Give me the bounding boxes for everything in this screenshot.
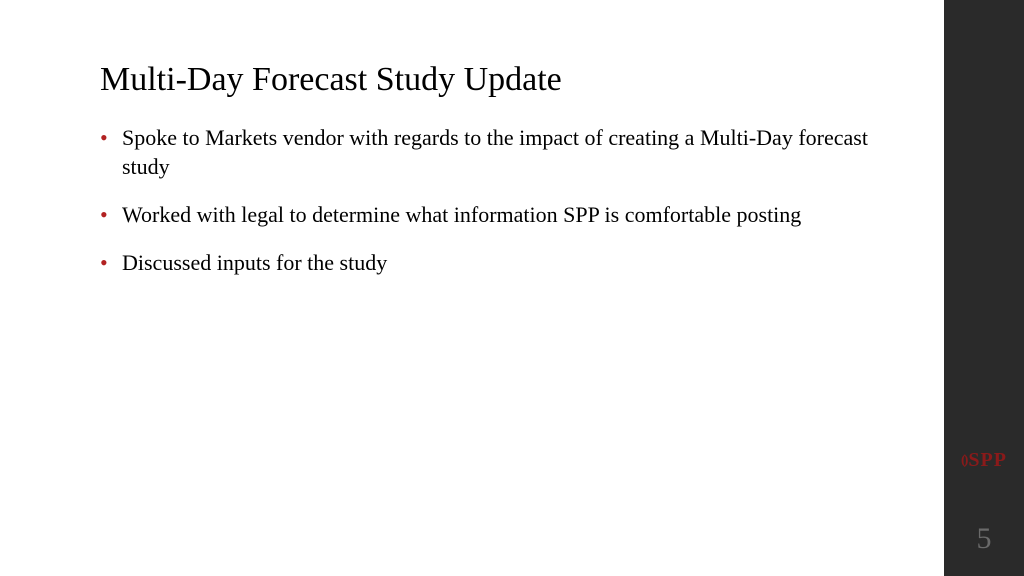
logo-mark-icon: () [961,453,966,469]
slide-title: Multi-Day Forecast Study Update [100,60,884,101]
slide-sidebar: () SPP 5 [944,0,1024,576]
logo: () SPP [961,449,1007,472]
list-item: Spoke to Markets vendor with regards to … [100,123,884,182]
bullet-list: Spoke to Markets vendor with regards to … [100,123,884,278]
logo-text: SPP [968,449,1007,472]
list-item: Discussed inputs for the study [100,248,884,278]
slide: Multi-Day Forecast Study Update Spoke to… [0,0,1024,576]
page-number: 5 [977,522,992,556]
slide-main: Multi-Day Forecast Study Update Spoke to… [0,0,944,576]
list-item: Worked with legal to determine what info… [100,200,884,230]
